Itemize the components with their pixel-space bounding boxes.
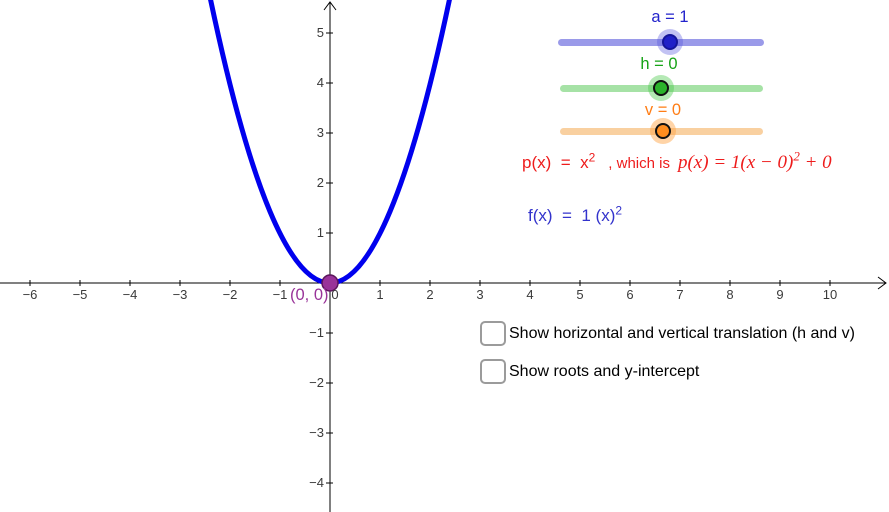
x-tick-label: −6 [22, 287, 38, 302]
equation-which-is-text: , which is [608, 155, 670, 172]
x-tick-label: −5 [72, 287, 88, 302]
slider-h-label: h = 0 [640, 55, 678, 73]
x-tick-label: 4 [526, 287, 534, 302]
y-tick-label: 4 [316, 75, 324, 90]
y-tick-marks [326, 32, 333, 484]
x-tick-label: 3 [476, 287, 484, 302]
slider-h-knob[interactable] [653, 80, 670, 96]
vertex-point[interactable] [321, 274, 339, 292]
x-tick-label: 0 [331, 287, 339, 302]
equation-p-simple-exponent: 2 [588, 150, 596, 165]
y-tick-label: 5 [316, 25, 324, 40]
y-tick-label: 3 [316, 125, 324, 140]
y-tick-label: −2 [309, 375, 324, 390]
slider-a-track[interactable] [558, 34, 764, 50]
equation-p-vertex-form-exponent: 2 [793, 148, 800, 164]
x-tick-label: −1 [272, 287, 288, 302]
checkbox-row-show-translation[interactable]: Show horizontal and vertical translation… [480, 321, 855, 346]
slider-a-label: a = 1 [651, 8, 689, 26]
slider-v-label: v = 0 [644, 101, 682, 119]
x-axis-arrow-icon [877, 276, 887, 290]
slider-v-knob[interactable] [654, 123, 671, 139]
equation-p-simple: p(x) = x2 [522, 150, 596, 173]
equation-p-vertex-form-base: p(x) = 1(x − 0) [677, 152, 794, 173]
equation-p-simple-base: p(x) = x [522, 153, 589, 172]
checkbox-row-show-roots[interactable]: Show roots and y-intercept [480, 359, 699, 384]
equation-f-base: f(x) = 1 (x) [528, 206, 616, 225]
show-translation-checkbox[interactable] [480, 321, 506, 346]
equation-f: f(x) = 1 (x)2 [528, 203, 623, 226]
slider-h-track[interactable] [560, 80, 763, 96]
x-tick-label: 6 [626, 287, 634, 302]
show-translation-checkbox-label[interactable]: Show horizontal and vertical translation… [509, 324, 855, 342]
x-tick-label: 10 [822, 287, 838, 302]
x-tick-label: 2 [426, 287, 434, 302]
equation-p-vertex-form-tail: + 0 [799, 152, 832, 173]
equation-f-text: f(x) = 1 (x)2 [528, 203, 623, 226]
slider-a-knob[interactable] [662, 34, 679, 50]
vertex-label: (0, 0) [290, 286, 329, 304]
y-axis-arrow-icon [323, 1, 337, 11]
x-tick-label: −4 [122, 287, 138, 302]
x-tick-label: 1 [376, 287, 384, 302]
y-tick-label: −1 [309, 325, 324, 340]
y-tick-label: −4 [309, 475, 324, 490]
show-roots-checkbox[interactable] [480, 359, 506, 384]
y-tick-label: −3 [309, 425, 324, 440]
equation-p: p(x) = x2 , which is p(x) = 1(x − 0)2 + … [522, 148, 832, 174]
x-tick-label: 5 [576, 287, 584, 302]
x-tick-marks [29, 280, 831, 286]
y-tick-label: 1 [316, 225, 324, 240]
x-tick-label: 9 [776, 287, 784, 302]
slider-v-track[interactable] [560, 123, 763, 139]
show-roots-checkbox-label[interactable]: Show roots and y-intercept [509, 362, 700, 380]
equation-f-exponent: 2 [615, 203, 623, 218]
x-tick-label: 7 [676, 287, 684, 302]
equation-p-vertex-form: p(x) = 1(x − 0)2 + 0 [677, 148, 832, 174]
x-tick-label: 8 [726, 287, 734, 302]
x-tick-label: −2 [222, 287, 238, 302]
x-tick-label: −3 [172, 287, 188, 302]
y-tick-label: 2 [316, 175, 324, 190]
